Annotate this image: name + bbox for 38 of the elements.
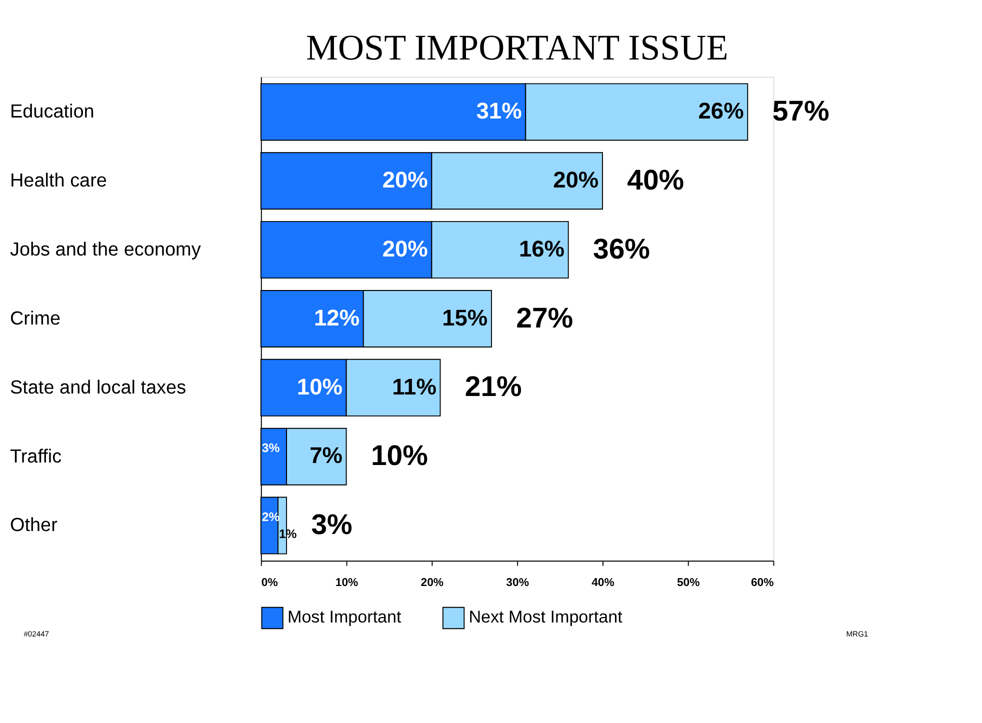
text: #02447 [24, 630, 50, 639]
total-label: 3% [311, 509, 352, 542]
y-tick-label: Jobs and the economy [10, 240, 202, 261]
data-label: 20% [382, 166, 428, 193]
total-label: 21% [464, 371, 522, 404]
x-tick-label: 30% [506, 576, 529, 589]
data-label: 16% [518, 235, 565, 262]
x-tick-label: 0% [261, 576, 278, 589]
y-tick-label: Health care [10, 170, 107, 192]
data-label: 26% [698, 98, 744, 124]
data-label: 10% [296, 373, 343, 400]
x-tick-label: 60% [750, 576, 774, 589]
data-label: 7% [310, 442, 343, 468]
data-label: 20% [382, 235, 428, 262]
y-tick-label: Other [10, 515, 58, 536]
data-label: 20% [553, 166, 599, 193]
y-tick-label: Traffic [10, 446, 62, 468]
legend-label: Most Important [287, 608, 402, 627]
x-tick-label: 20% [420, 576, 444, 589]
data-label: 11% [392, 373, 436, 400]
y-tick-label: Education [10, 102, 94, 123]
data-label: 15% [442, 304, 488, 330]
text: MRG1 [846, 630, 868, 639]
total-label: 36% [592, 233, 650, 266]
total-label: 40% [627, 164, 684, 196]
data-label: 12% [314, 304, 360, 330]
data-label: 31% [476, 98, 522, 124]
total-label: 10% [370, 440, 428, 472]
total-label: 57% [772, 95, 830, 128]
data-label: 3% [262, 440, 280, 455]
y-tick-label: Crime [10, 308, 61, 330]
legend-label: Next Most Important [468, 608, 623, 627]
chart-title: MOST IMPORTANT ISSUE [306, 28, 728, 68]
x-tick-label: 40% [592, 576, 614, 589]
x-tick-label: 50% [676, 576, 700, 589]
total-label: 27% [516, 302, 574, 334]
y-tick-label: State and local taxes [10, 377, 186, 398]
x-tick-label: 10% [335, 576, 358, 589]
